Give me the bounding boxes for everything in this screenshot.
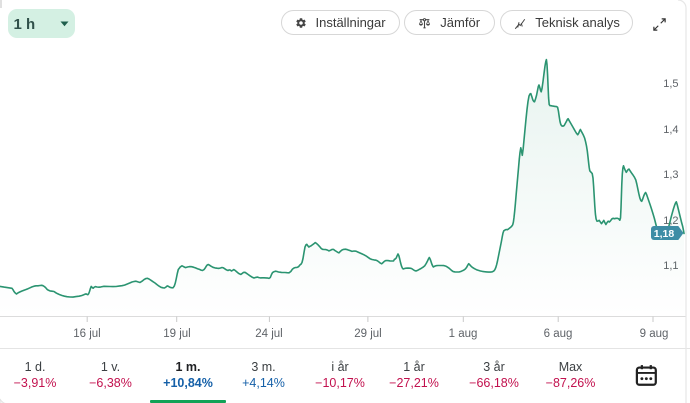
svg-text:1,18: 1,18 [654, 227, 675, 239]
